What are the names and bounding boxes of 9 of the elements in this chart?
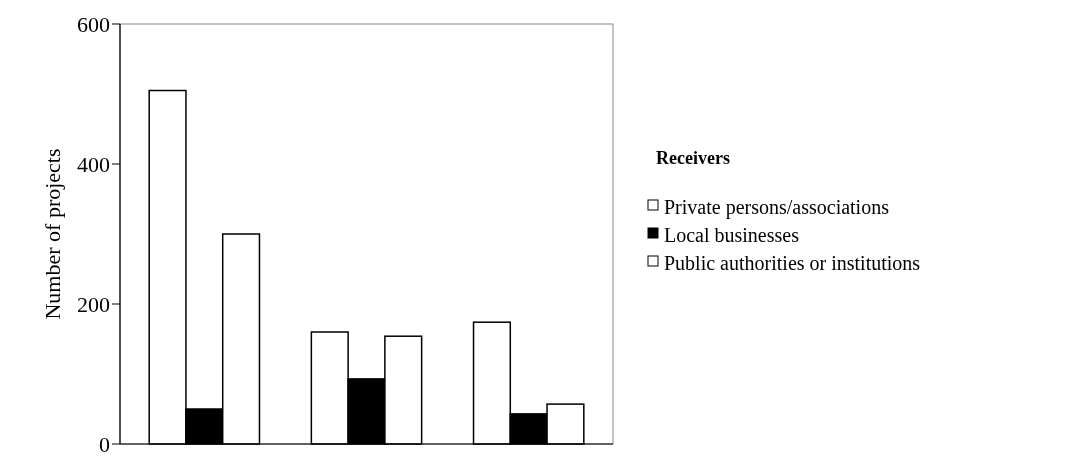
y-tick-label: 200 xyxy=(77,291,110,317)
y-axis-title: Number of projects xyxy=(40,148,65,320)
legend-label: Local businesses xyxy=(664,224,800,246)
y-tick-label: 0 xyxy=(99,431,110,457)
legend-title: Receivers xyxy=(656,148,730,168)
legend-label: Private persons/associations xyxy=(664,196,890,219)
legend-label: Public authorities or institutions xyxy=(664,252,921,274)
y-tick-label: 400 xyxy=(77,151,110,177)
y-tick-label: 600 xyxy=(77,11,110,37)
